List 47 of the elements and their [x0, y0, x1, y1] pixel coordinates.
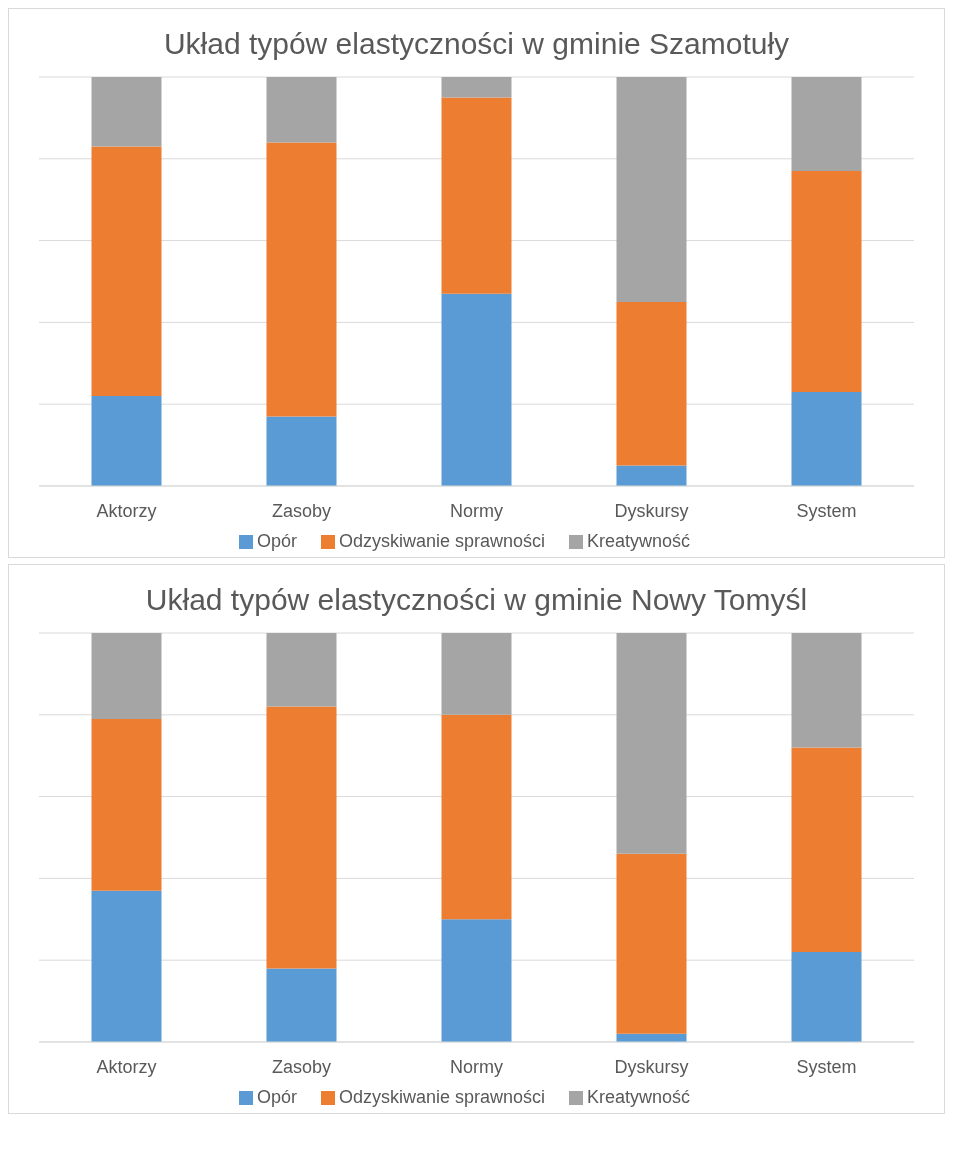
bar — [616, 465, 687, 486]
bar — [791, 77, 862, 172]
x-tick-label: Normy — [450, 500, 503, 521]
bar — [91, 890, 162, 1042]
legend-label: Kreatywność — [587, 531, 691, 551]
legend-label: Kreatywność — [587, 1087, 691, 1107]
bar — [616, 301, 687, 466]
x-tick-label: Dyskursy — [614, 500, 689, 521]
bar — [616, 853, 687, 1034]
bar — [266, 633, 337, 707]
bar — [91, 77, 162, 147]
bar — [441, 293, 512, 486]
legend-label: Opór — [256, 1087, 297, 1107]
bar — [791, 747, 862, 953]
bar — [91, 718, 162, 891]
bar — [91, 396, 162, 486]
bar — [266, 142, 337, 417]
x-tick-label: Normy — [450, 1056, 503, 1077]
bar — [266, 968, 337, 1042]
chart-title: Układ typów elastyczności w gminie Nowy Tomyśl — [144, 582, 809, 618]
bar — [441, 714, 512, 920]
x-tick-label: Zasoby — [271, 1056, 332, 1077]
bar — [441, 919, 512, 1042]
x-tick-label: Dyskursy — [614, 1056, 689, 1077]
x-tick-label: System — [796, 500, 857, 521]
bar — [441, 633, 512, 715]
bar — [266, 77, 337, 143]
bar — [791, 633, 862, 748]
legend-label: Odzyskiwanie sprawności — [338, 531, 546, 551]
bar — [616, 633, 687, 854]
bar — [441, 97, 512, 294]
bar — [791, 171, 862, 392]
x-tick-label: System — [796, 1056, 857, 1077]
bar — [441, 77, 512, 98]
bar — [266, 416, 337, 486]
bar — [91, 146, 162, 397]
bar — [91, 633, 162, 719]
legend-label: Odzyskiwanie sprawności — [338, 1087, 546, 1107]
legend-label: Opór — [256, 531, 297, 551]
bar — [791, 391, 862, 486]
x-tick-label: Aktorzy — [96, 1056, 157, 1077]
bar — [266, 706, 337, 969]
chart-title: Układ typów elastyczności w gminie Szamotuły — [162, 26, 791, 62]
x-tick-label: Aktorzy — [96, 500, 157, 521]
bar — [616, 77, 687, 302]
bar — [791, 952, 862, 1042]
x-tick-label: Zasoby — [271, 500, 332, 521]
